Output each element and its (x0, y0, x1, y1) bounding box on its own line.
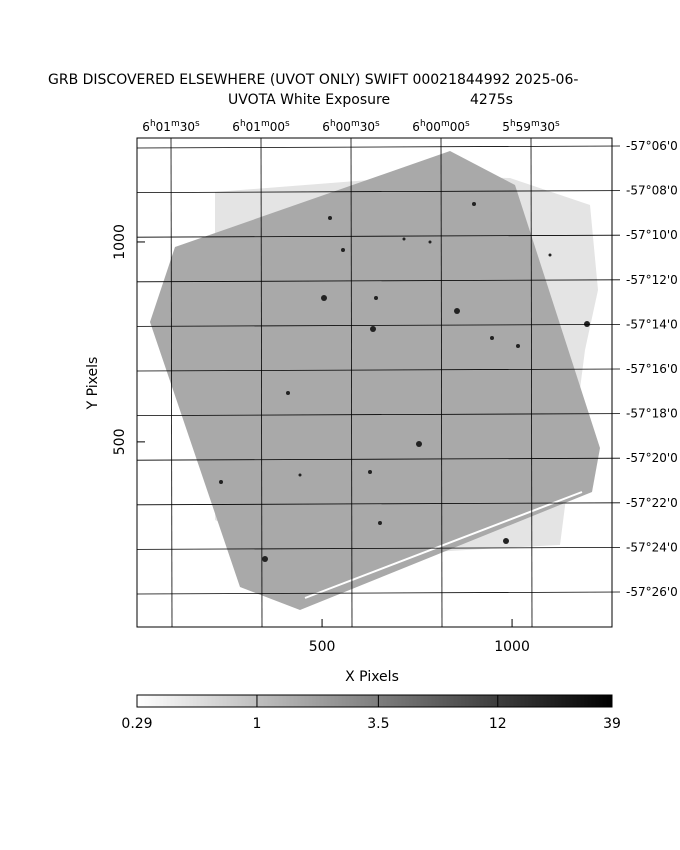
plot-frame (136, 137, 613, 628)
colorbar-tick-label: 0.29 (121, 716, 152, 732)
title: GRB DISCOVERED ELSEWHERE (UVOT ONLY) SWI… (48, 72, 578, 88)
x-axis-label: X Pixels (345, 669, 399, 685)
dec-tick-label: -57°16'0 (626, 362, 678, 376)
dec-tick-label: -57°08'0 (626, 184, 678, 198)
y-tick-label: 500 (112, 429, 128, 456)
dec-grid-line (136, 413, 621, 417)
x-tick-label: 500 (309, 639, 336, 655)
ra-grid-line (260, 137, 263, 628)
dec-tick-label: -57°20'0 (626, 451, 678, 465)
dec-grid-line (136, 323, 621, 327)
dec-tick-label: -57°22'0 (626, 496, 678, 510)
exposure-region (150, 151, 600, 610)
dec-grid-line (136, 145, 621, 149)
ra-grid-line (440, 137, 443, 628)
ra-tick-label: 5h59m30s (502, 119, 560, 134)
dec-grid-line (136, 457, 621, 461)
colorbar-tick-label: 3.5 (367, 716, 389, 732)
dec-tick-label: -57°06'0 (626, 139, 678, 153)
stars (219, 202, 590, 562)
exposure: 4275s (470, 92, 513, 108)
dec-grid-line (136, 279, 621, 283)
ra-grid-line (350, 137, 353, 628)
ra-tick-label: 6h01m00s (232, 119, 290, 134)
colorbar-tick-label: 1 (253, 716, 262, 732)
dec-grid-line (136, 502, 621, 506)
ra-tick-label: 6h00m30s (322, 119, 380, 134)
dec-tick-label: -57°10'0 (626, 228, 678, 242)
dec-tick-label: -57°18'0 (626, 407, 678, 421)
dec-grid-line (136, 190, 621, 194)
subtitle: UVOTA White Exposure (228, 92, 390, 108)
dec-tick-label: -57°26'0 (626, 585, 678, 599)
x-tick-label: 1000 (494, 639, 530, 655)
colorbar-tick-label: 12 (489, 716, 507, 732)
streak (304, 491, 583, 599)
dec-grid-line (136, 368, 621, 372)
ra-tick-label: 6h00m00s (412, 119, 470, 134)
dec-grid-line (136, 547, 621, 550)
colorbar-tick-label: 39 (603, 716, 621, 732)
ra-grid-line (530, 137, 533, 628)
y-tick-label: 1000 (112, 224, 128, 260)
dec-tick-label: -57°12'0 (626, 273, 678, 287)
ra-tick-label: 6h01m30s (142, 119, 200, 134)
coord-grid (136, 137, 621, 628)
dec-grid-line (136, 591, 621, 595)
colorbar (136, 694, 613, 708)
y-axis-label: Y Pixels (85, 357, 101, 411)
ra-grid-line (170, 137, 173, 628)
dec-tick-label: -57°24'0 (626, 540, 678, 554)
dec-grid-line (136, 234, 621, 238)
dec-tick-label: -57°14'0 (626, 317, 678, 331)
sky-image (150, 151, 600, 610)
